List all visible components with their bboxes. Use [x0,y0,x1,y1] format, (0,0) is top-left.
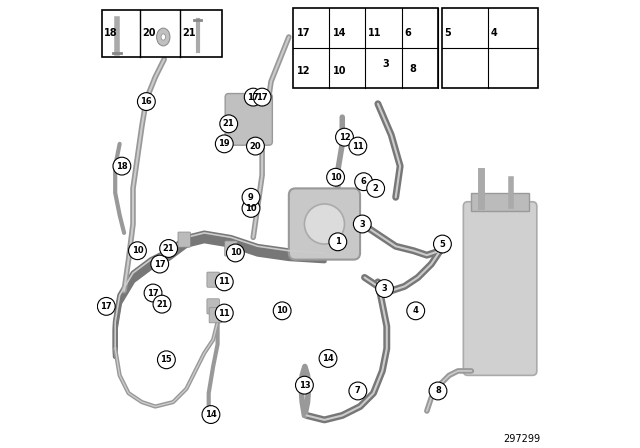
Text: 17: 17 [297,28,310,38]
Circle shape [433,235,451,253]
Text: 12: 12 [297,66,310,76]
Text: 10: 10 [245,204,257,213]
Text: 10: 10 [276,306,288,315]
Ellipse shape [157,28,170,46]
Circle shape [216,135,233,153]
Text: 17: 17 [100,302,112,311]
Text: 5: 5 [440,240,445,249]
FancyBboxPatch shape [225,241,237,256]
Text: 3: 3 [381,284,387,293]
Circle shape [216,273,233,291]
FancyBboxPatch shape [225,94,273,145]
Text: 4: 4 [490,28,497,38]
Circle shape [349,137,367,155]
Ellipse shape [161,34,166,40]
Text: 3: 3 [360,220,365,228]
Circle shape [349,382,367,400]
Circle shape [407,302,424,320]
Text: 297299: 297299 [503,435,540,444]
FancyBboxPatch shape [207,272,220,287]
Text: 3: 3 [382,59,389,69]
Text: 2: 2 [372,184,379,193]
Text: 18: 18 [116,162,128,171]
Text: 21: 21 [223,119,235,128]
Text: 8: 8 [435,387,441,396]
Circle shape [129,242,147,260]
Text: 14: 14 [332,28,346,38]
Circle shape [273,302,291,320]
Text: 17: 17 [256,93,268,102]
Circle shape [138,93,156,111]
Text: 7: 7 [355,387,361,396]
Circle shape [97,297,115,315]
FancyBboxPatch shape [178,232,191,247]
Text: 21: 21 [156,300,168,309]
Circle shape [367,180,385,197]
FancyBboxPatch shape [289,188,360,260]
Text: 17: 17 [154,259,166,268]
FancyBboxPatch shape [442,8,538,88]
FancyBboxPatch shape [207,299,220,314]
Text: 19: 19 [218,139,230,148]
Text: 10: 10 [330,173,341,182]
Text: 11: 11 [352,142,364,151]
Circle shape [242,199,260,217]
Text: 5: 5 [445,28,451,38]
FancyBboxPatch shape [463,202,537,375]
Text: 10: 10 [332,66,346,76]
Circle shape [244,88,262,106]
FancyBboxPatch shape [209,308,221,323]
Circle shape [113,157,131,175]
Circle shape [429,382,447,400]
Circle shape [220,115,237,133]
Circle shape [376,280,394,297]
Text: 11: 11 [368,28,381,38]
Text: 18: 18 [104,28,118,38]
Circle shape [296,376,314,394]
Circle shape [227,244,244,262]
Text: 17: 17 [248,93,259,102]
Text: 8: 8 [409,64,416,74]
Text: 20: 20 [142,28,156,38]
Circle shape [160,240,177,258]
Text: 6: 6 [404,28,412,38]
Text: 14: 14 [322,354,334,363]
Text: 6: 6 [361,177,367,186]
Circle shape [246,137,264,155]
Circle shape [353,215,371,233]
Circle shape [319,349,337,367]
Circle shape [253,88,271,106]
Text: 14: 14 [205,410,217,419]
Text: 1: 1 [335,237,340,246]
Text: 4: 4 [413,306,419,315]
Circle shape [305,204,344,244]
Text: 13: 13 [299,381,310,390]
FancyBboxPatch shape [102,10,222,57]
Circle shape [153,295,171,313]
Text: 10: 10 [132,246,143,255]
Circle shape [326,168,344,186]
Circle shape [157,351,175,369]
Circle shape [202,405,220,423]
Text: 21: 21 [182,28,195,38]
Circle shape [335,128,353,146]
Text: 17: 17 [147,289,159,297]
Circle shape [216,304,233,322]
Text: 20: 20 [250,142,261,151]
Circle shape [242,188,260,206]
Text: 15: 15 [161,355,172,364]
Text: 21: 21 [163,244,175,253]
Text: 11: 11 [218,309,230,318]
Text: 9: 9 [248,193,254,202]
Text: 10: 10 [230,249,241,258]
FancyBboxPatch shape [293,8,438,88]
Text: 11: 11 [218,277,230,286]
Polygon shape [472,193,529,211]
Circle shape [151,255,168,273]
Circle shape [144,284,162,302]
Circle shape [355,173,372,190]
Text: 16: 16 [141,97,152,106]
Circle shape [329,233,347,251]
Text: 12: 12 [339,133,350,142]
